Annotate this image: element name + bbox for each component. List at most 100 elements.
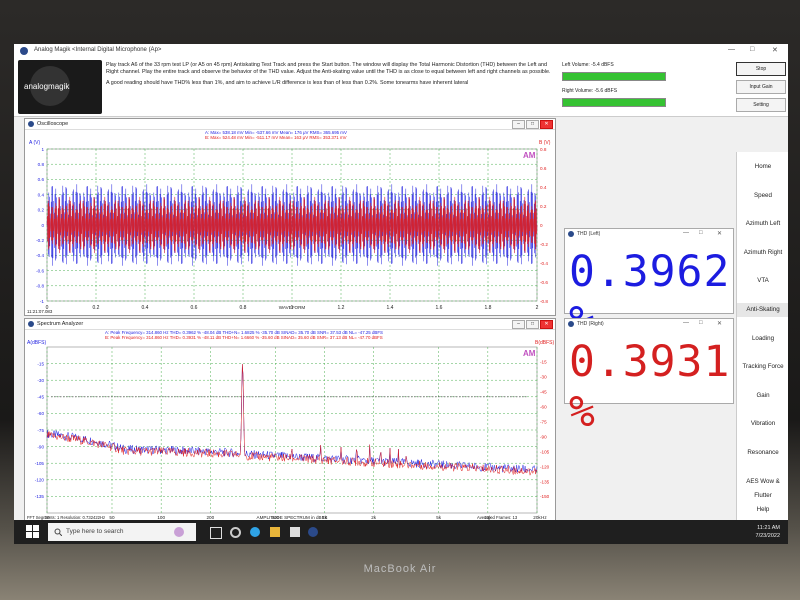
spec-ytick: -90 [37,444,44,449]
nav-item-speed[interactable]: Speed [754,191,772,199]
osc-ytick: -0.6 [36,268,44,273]
osc-xtick: 0.2 [93,305,100,311]
osc-stats-a: A: Max= 538.18 mV Min= -537.66 mV Mean= … [205,130,347,135]
osc-minimize-button[interactable]: ‒ [512,120,525,129]
osc-xtick: 1.4 [387,305,394,311]
spec-close-button[interactable]: ✕ [540,320,553,329]
spectrum-titlebar: Spectrum Analyzer ‒ □ ✕ [25,319,555,330]
clock-time: 11:21 AM [757,525,780,531]
spec-ytick: -45 [37,395,44,400]
window-title: Analog Magik <Internal Digital Microphon… [34,47,162,53]
device-label: MacBook Air [363,563,437,575]
osc-xtick: 2 [536,305,539,311]
spec-xtick: 20 [44,515,50,520]
spec-xtick: 500 [271,515,279,520]
spec-ytick-right: -75 [540,420,547,425]
nav-item-azimuth-right[interactable]: Azimuth Right [743,248,783,256]
nav-item-azimuth-left[interactable]: Azimuth Left [745,220,781,228]
thd-right-maximize-button[interactable]: □ [699,320,703,326]
spec-stats-a: A: Peak Frequency= 314.860 Hz THD= 0.396… [105,330,383,335]
file-explorer-icon[interactable] [270,527,280,537]
spec-xtick: 50 [109,515,115,520]
search-placeholder: Type here to search [66,528,124,535]
thd-right-close-button[interactable]: ✕ [717,321,723,327]
osc-xtick: 1.2 [338,305,345,311]
nav-menu: Home Speed Azimuth Left Azimuth Right VTA Ant… [736,152,788,544]
osc-ytick: 0 [41,223,44,228]
thd-right-minimize-button[interactable]: — [683,320,689,326]
spec-ytick: -135 [35,494,45,499]
spec-ytick-right: -90 [540,434,547,439]
spec-stats-b: B: Peak Frequency= 314.860 Hz THD= 0.393… [105,335,383,340]
nav-item-help[interactable]: Help [756,506,770,514]
setting-button[interactable]: Setting [736,98,786,112]
maximize-button[interactable]: □ [750,46,755,53]
analogmagik-taskbar-icon[interactable] [308,527,318,537]
oscilloscope-icon [28,121,34,127]
instructions: Play track A6 of the 33 rpm test LP (or … [106,62,554,87]
nav-item-vta[interactable]: VTA [757,277,769,285]
edge-icon[interactable] [250,527,260,537]
nav-item-loading[interactable]: Loading [751,334,775,342]
app-icon [20,47,28,55]
osc-xtick: 0.6 [191,305,198,311]
oscilloscope-panel: Oscilloscope ‒ □ ✕ A: Max= 538.18 mV Min= … [24,118,556,316]
nav-item-anti-skating[interactable]: Anti-Skating [737,303,788,317]
nav-item-aes-wow-flutter[interactable]: AES Wow & Flutter [746,477,780,499]
spec-maximize-button[interactable]: □ [526,320,539,329]
nav-item-tracking-force[interactable]: Tracking Force [742,363,784,371]
osc-ytick: -0.2 [36,238,44,243]
task-view-icon[interactable] [210,527,222,539]
butterfly-icon[interactable] [174,527,184,537]
thd-left-close-button[interactable]: ✕ [717,231,723,237]
thd-right-title: THD (Right) [577,321,604,327]
oscilloscope-chart: 0 0.2 0.4 0.6 0.8 1 1.2 1.4 1.6 1.8 2 1 0.8 0.6 0.4 0.2… [27,140,551,314]
cortana-icon[interactable] [230,527,241,538]
thd-left-maximize-button[interactable]: □ [699,230,703,236]
spec-minimize-button[interactable]: ‒ [512,320,525,329]
left-volume-label: Left Volume: -5.4 dBFS [562,62,614,68]
search-icon [54,528,62,536]
spec-xtick: 2k [371,515,377,520]
osc-ytick: 1 [41,147,44,152]
nav-item-vibration[interactable]: Vibration [750,420,776,428]
nav-item-resonance[interactable]: Resonance [747,449,779,456]
right-volume-label: Right Volume: -5.6 dBFS [562,88,618,94]
osc-ytick-right: 0.8 [540,147,547,152]
spec-ylabel-right: B(dBFS) [535,340,555,346]
minimize-button[interactable]: — [728,46,735,53]
osc-am-badge: AM [523,151,536,160]
input-gain-button[interactable]: Input Gain [736,80,786,94]
close-button[interactable]: ✕ [772,47,778,54]
osc-ytick-right: 0 [540,223,543,228]
spec-ytick-right: -30 [540,375,547,380]
spectrum-icon [28,321,34,327]
osc-ytick-right: -0.2 [540,242,548,247]
osc-ytick-right: -0.6 [540,280,548,285]
spec-ytick: -75 [37,428,44,433]
stop-button[interactable]: Stop [736,62,786,76]
osc-timestamp: 11:21:07.083 [27,309,53,314]
taskbar-clock[interactable]: 11:21 AM 7/23/2022 [756,524,780,540]
instructions-p2: A good reading should have THD% less tha… [106,80,469,86]
screen: Analog Magik <Internal Digital Microphon… [14,44,788,544]
windows-start-icon[interactable] [26,525,40,539]
osc-maximize-button[interactable]: □ [526,120,539,129]
nav-item-home[interactable]: Home [754,163,772,170]
spectrum-chart: 20 50 100 200 500 1k 2k 5k 10k 20k Hz -15 -30 -45 -60 -… [27,340,555,520]
oscilloscope-title: Oscilloscope [37,121,69,127]
clock-date: 7/23/2022 [755,533,780,539]
spec-ytick-right: -15 [540,360,547,365]
spec-ytick-right: -60 [540,405,547,410]
taskbar-search[interactable]: Type here to search [48,523,196,541]
spec-xtick: 20k [533,515,541,520]
osc-close-button[interactable]: ✕ [540,120,553,129]
nav-item-gain[interactable]: Gain [756,391,770,399]
thd-left-title: THD (Left) [577,231,601,237]
osc-ytick: 0.2 [38,208,45,213]
spec-xtick: 100 [157,515,165,520]
logo-text: analogmagik [24,82,70,91]
osc-xtick: 0.4 [142,305,149,311]
store-icon[interactable] [290,527,300,537]
thd-left-minimize-button[interactable]: — [683,230,689,236]
